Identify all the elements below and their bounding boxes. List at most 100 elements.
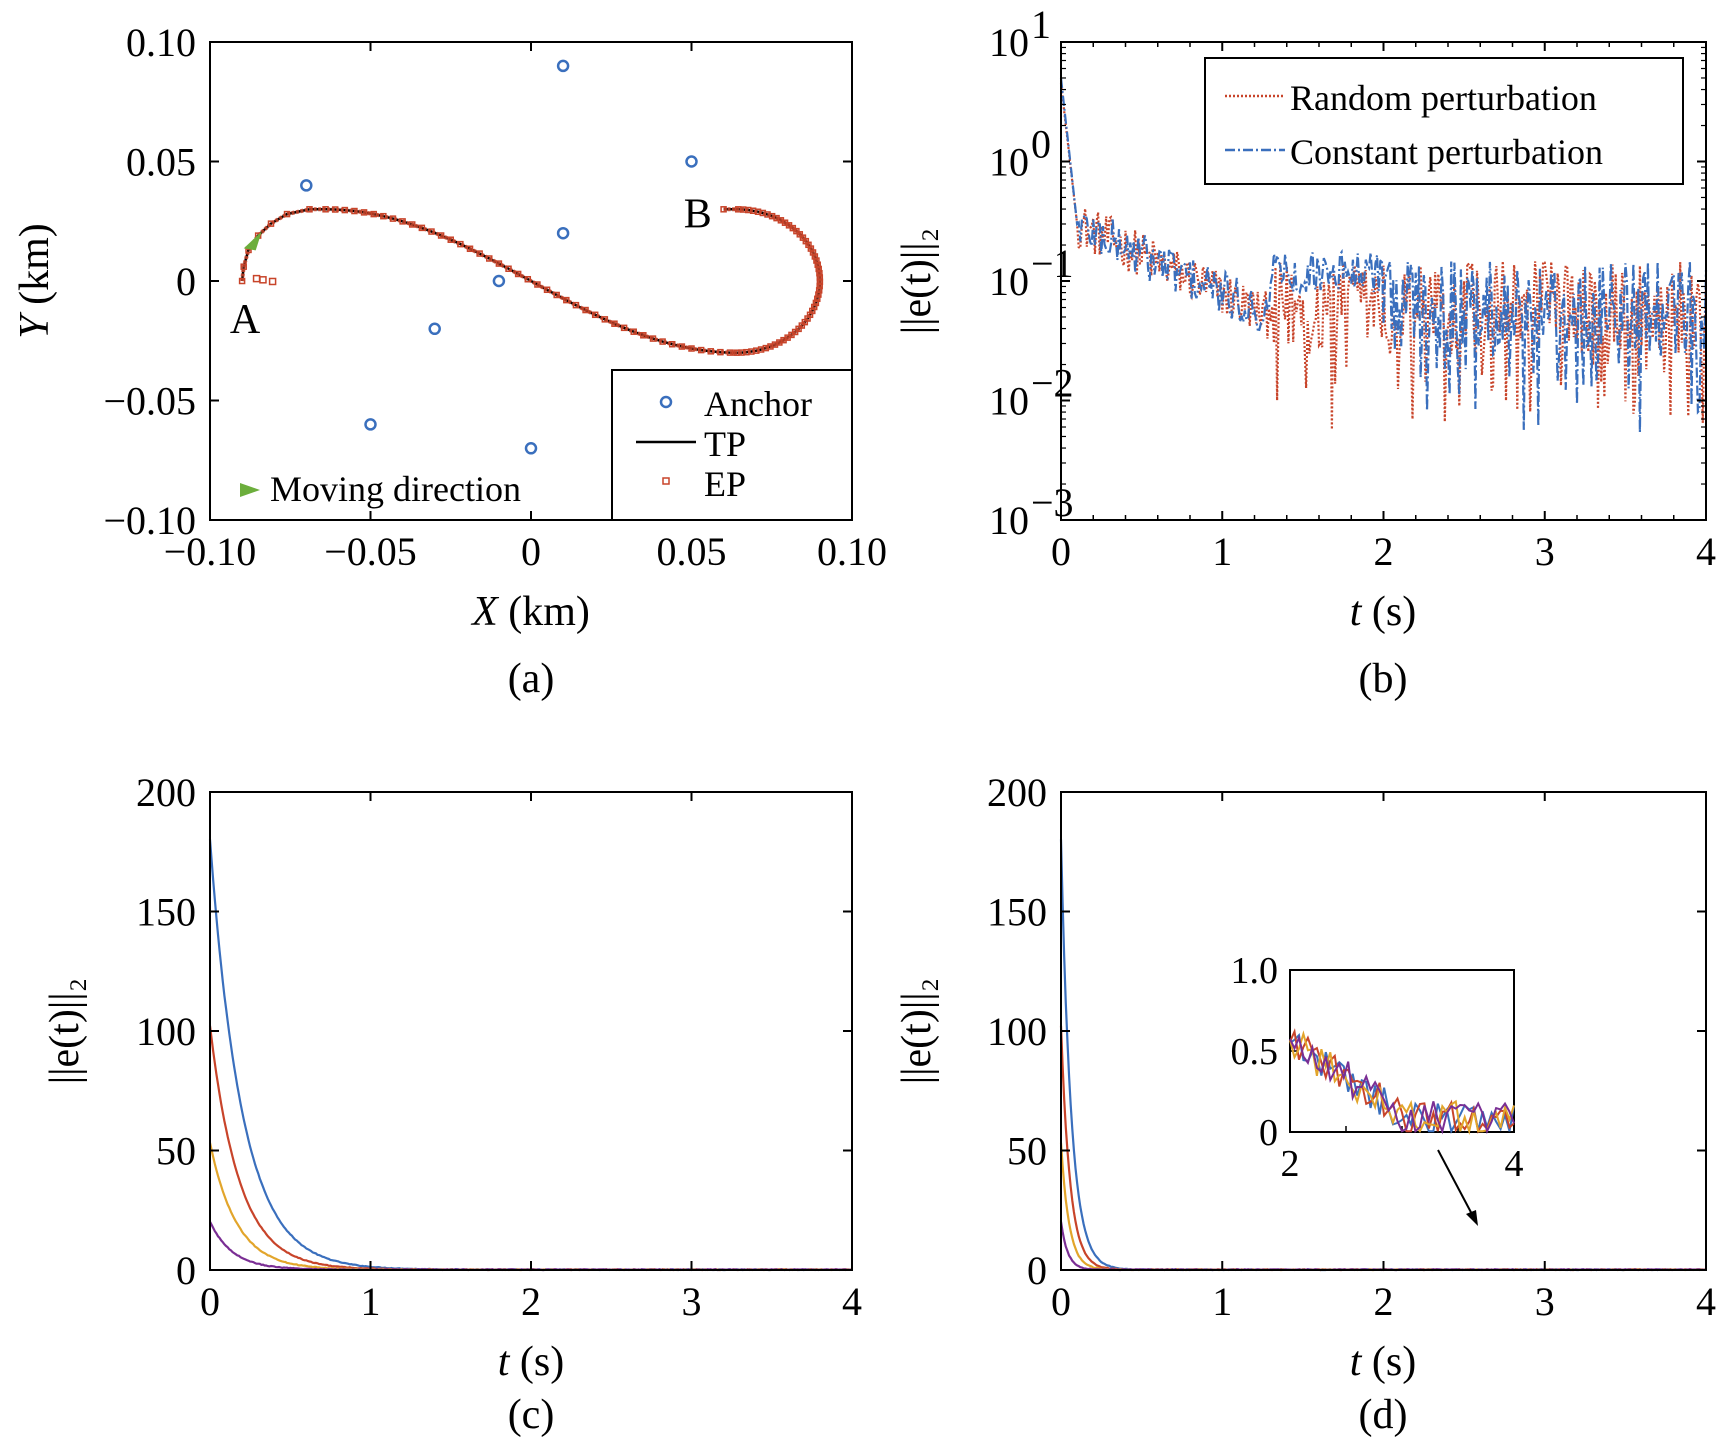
inset-pointer-arrow (1437, 1149, 1475, 1219)
ep-trajectory (240, 207, 822, 355)
panel-a-trajectory: −0.10 −0.05 0 0.05 0.10 0.10 0.05 0 −0.05 −0.10 A… (12, 20, 887, 702)
panel-c-error: 0 1 2 3 4 200 150 100 50 0 t (s) ||e(t)||₂ (c) (42, 770, 862, 1437)
y-tick-label: 10 (989, 140, 1029, 185)
y-tick-label: 10 (989, 20, 1029, 65)
ep-marker (815, 265, 822, 273)
panel-a-x-axis-label: X (km) (470, 589, 590, 635)
x-tick-label: 0.10 (817, 529, 887, 574)
y-tick-label: 0.05 (126, 140, 196, 185)
y-tick-label: −0.10 (103, 498, 196, 543)
x-tick-label: 1 (1212, 1279, 1232, 1324)
inset-series-4 (1289, 1034, 1515, 1135)
y-tick-label: 10 (989, 379, 1029, 424)
ep-marker (734, 206, 742, 213)
panel-b-legend: Random perturbation Constant perturbation (1204, 57, 1684, 185)
y-tick-exponent: 0 (1031, 122, 1051, 167)
ep-marker (466, 245, 474, 253)
panel-a-y-axis-label: Y (km) (12, 223, 58, 339)
ep-marker (720, 206, 727, 213)
y-tick-label: 0 (1027, 1248, 1047, 1293)
anchor-point (428, 322, 441, 336)
panel-a-curves (238, 206, 824, 356)
panel-b-x-axis-label: t (s) (1350, 589, 1417, 635)
x-tick-label: 4 (842, 1279, 862, 1324)
anchor-point (524, 442, 538, 455)
ep-marker (678, 343, 686, 350)
panel-c-plot-frame (209, 791, 853, 1271)
y-tick-label: 10 (989, 498, 1029, 543)
legend-constant-label: Constant perturbation (1290, 132, 1603, 172)
inset-pointer-arrowhead (1466, 1210, 1478, 1226)
panel-d-ticks: 0 1 2 3 4 200 150 100 50 0 (987, 770, 1716, 1324)
ep-marker (495, 260, 503, 267)
x-tick-label: 2 (521, 1279, 541, 1324)
anchor-point (556, 59, 570, 73)
y-tick-label: 200 (987, 770, 1047, 815)
x-tick-label: 4 (1696, 1279, 1716, 1324)
y-tick-label: 100 (136, 1009, 196, 1054)
ep-marker (268, 277, 277, 286)
y-tick-label: 0.10 (126, 20, 196, 65)
inset-y-tick-label: 0 (1259, 1112, 1278, 1154)
legend-moving-direction-marker (240, 483, 260, 497)
ep-marker (447, 236, 454, 243)
legend-box (611, 369, 853, 521)
panel-c-curves (208, 839, 853, 1272)
panel-a-annotations: AB (230, 192, 712, 343)
inset-x-tick-label: 4 (1505, 1143, 1524, 1185)
error-series-3 (208, 1142, 853, 1272)
x-tick-label: 3 (1535, 529, 1555, 574)
legend-label: TP (704, 424, 746, 464)
y-tick-exponent: 1 (1031, 2, 1051, 47)
legend-box (1204, 57, 1684, 185)
y-tick-label: 50 (1007, 1129, 1047, 1174)
y-tick-exponent: −3 (1031, 480, 1074, 525)
y-tick-label: 150 (136, 890, 196, 935)
anchor-point (492, 274, 506, 288)
x-tick-label: 3 (1535, 1279, 1555, 1324)
x-tick-label: 0 (200, 1279, 220, 1324)
point-label-a: A (230, 297, 261, 343)
inset-y-tick-label: 0.5 (1231, 1031, 1279, 1073)
anchor-point (364, 418, 377, 431)
x-tick-label: −0.05 (324, 529, 417, 574)
panel-c-y-axis-label: ||e(t)||₂ (42, 978, 88, 1085)
x-tick-label: 2 (1374, 1279, 1394, 1324)
y-tick-label: 150 (987, 890, 1047, 935)
y-tick-label: −0.05 (103, 379, 196, 424)
y-tick-exponent: −1 (1031, 241, 1074, 286)
x-tick-label: 0 (1051, 529, 1071, 574)
ep-marker (252, 274, 261, 283)
ep-marker (813, 257, 820, 264)
ep-marker (563, 296, 570, 304)
panel-b-y-axis-label: ||e(t)||₂ (894, 228, 940, 335)
ep-marker (514, 270, 522, 278)
anchor-point (685, 155, 698, 168)
y-tick-label: 0 (176, 1248, 196, 1293)
error-series-2 (208, 1025, 853, 1272)
panel-b-caption: (b) (1359, 656, 1408, 702)
y-tick-label: 10 (989, 259, 1029, 304)
legend-label: EP (704, 464, 746, 504)
panel-c-caption: (c) (508, 1392, 555, 1437)
anchor-point (556, 226, 570, 240)
x-tick-label: 1 (361, 1279, 381, 1324)
x-tick-label: 0 (521, 529, 541, 574)
inset-y-tick-label: 1.0 (1231, 950, 1279, 992)
y-tick-label: 50 (156, 1129, 196, 1174)
panel-a-caption: (a) (508, 656, 555, 702)
y-tick-exponent: −2 (1031, 361, 1074, 406)
ep-marker (259, 276, 267, 284)
panel-a-anchors (300, 59, 698, 455)
legend-label: Anchor (704, 384, 812, 424)
panel-b-curves (1059, 77, 1708, 433)
x-tick-label: −0.10 (164, 529, 257, 574)
ep-marker (688, 345, 695, 352)
panel-d-y-axis-label: ||e(t)||₂ (894, 978, 940, 1085)
x-tick-label: 2 (1374, 529, 1394, 574)
panel-d-x-axis-label: t (s) (1350, 1339, 1417, 1385)
x-tick-label: 0.05 (657, 529, 727, 574)
